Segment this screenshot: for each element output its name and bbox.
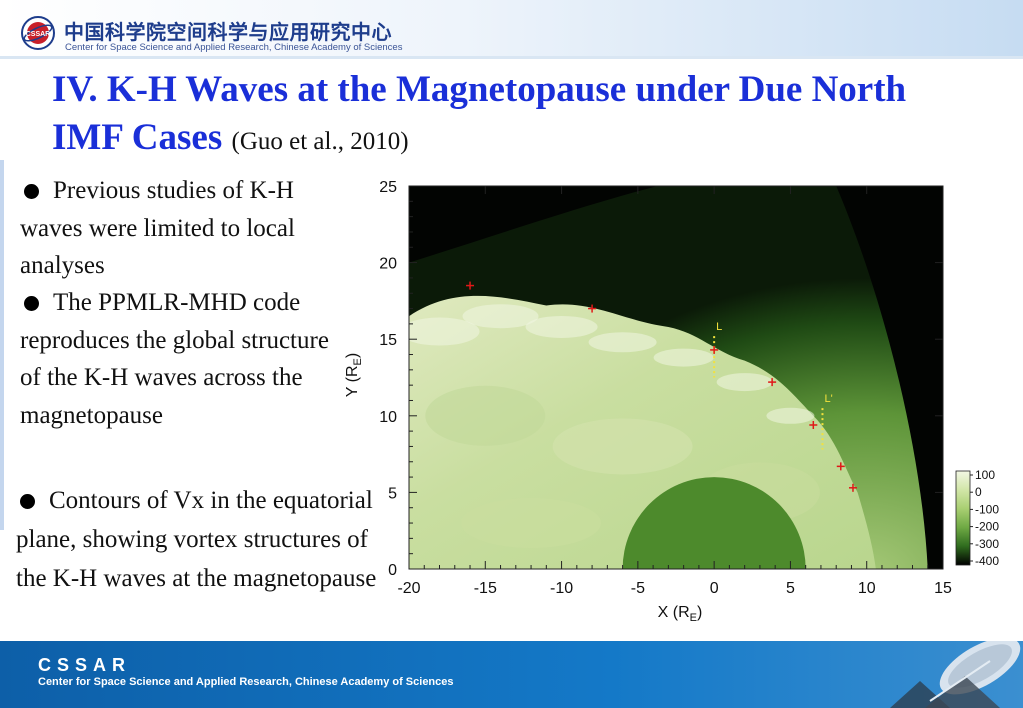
vortex-blob (525, 315, 598, 338)
flow-patch (461, 498, 602, 549)
vortex-blob (653, 348, 714, 367)
plot-frame (408, 185, 944, 570)
cssar-logo-icon: CSSAR (21, 16, 55, 50)
header-bar (0, 0, 1023, 58)
colorbar-tick-label: -300 (975, 537, 999, 551)
x-axis-label: X (RE) (658, 604, 703, 624)
vortex-blob (766, 407, 815, 424)
header-divider (0, 56, 1023, 59)
vortex-marker (466, 281, 475, 290)
y-tick-label: 0 (388, 562, 397, 579)
colorbar (955, 470, 971, 566)
bullet-text: Previous studies of K-H waves were limit… (20, 177, 295, 280)
flow-patch (552, 418, 693, 475)
radio-telescope-icon (890, 641, 1021, 708)
x-tick-label: -15 (474, 580, 497, 597)
x-tick-label: 10 (858, 580, 876, 597)
org-name-english: Center for Space Science and Applied Res… (65, 42, 403, 53)
footer-logo: CSSAR (38, 655, 132, 675)
bullet-text: Contours of Vx in the equatorial plane, … (16, 487, 377, 592)
y-axis-label: Y (RE) (344, 353, 364, 397)
x-tick-label: 0 (710, 580, 719, 597)
bullet-dot-icon (24, 183, 39, 199)
x-tick-label: -5 (631, 580, 645, 597)
vortex-marker (588, 304, 597, 313)
bullet-dot-icon (24, 295, 39, 311)
x-tick-label: -20 (397, 580, 420, 597)
footer-bar (0, 641, 1023, 708)
title-main: IV. K-H Waves at the Magnetopause under … (52, 69, 907, 158)
flow-patch (425, 385, 546, 446)
x-tick-label: 15 (934, 580, 952, 597)
vortex-marker (710, 345, 719, 354)
y-tick-label: 15 (379, 332, 397, 349)
colorbar-tick-label: 100 (975, 468, 995, 482)
title-citation: (Guo et al., 2010) (231, 128, 409, 155)
y-tick-label: 20 (379, 256, 397, 273)
footer-org-name: Center for Space Science and Applied Res… (38, 676, 454, 688)
y-tick-label: 10 (379, 409, 397, 426)
vortex-marker (836, 462, 845, 471)
sample-line-label: L (716, 321, 722, 333)
x-tick-label: 5 (786, 580, 795, 597)
y-tick-label: 5 (388, 485, 397, 502)
vortex-blob (409, 317, 480, 346)
vortex-blob (588, 332, 657, 353)
bullet-item: The PPMLR-MHD code reproduces the global… (20, 284, 330, 434)
colorbar-tick-label: 0 (975, 485, 982, 499)
vortex-marker (768, 378, 777, 387)
y-tick-label: 25 (379, 179, 397, 196)
bullet-dot-icon (20, 493, 35, 509)
sample-line-label: L' (824, 393, 832, 405)
bullet-item: Contours of Vx in the equatorial plane, … (16, 481, 386, 598)
bullet-text: The PPMLR-MHD code reproduces the global… (20, 289, 329, 429)
vortex-marker (809, 420, 818, 429)
colorbar-tick-label: -200 (975, 520, 999, 534)
vortex-blob (716, 373, 773, 392)
colorbar-tick-label: -100 (975, 502, 999, 516)
svg-text:CSSAR: CSSAR (26, 31, 51, 38)
org-name-chinese: 中国科学院空间科学与应用研究中心 (64, 20, 392, 44)
inner-boundary-region (622, 477, 806, 569)
left-accent-bar (0, 160, 4, 530)
x-tick-label: -10 (550, 580, 573, 597)
vortex-blob (462, 304, 539, 329)
slide-title: IV. K-H Waves at the Magnetopause under … (52, 66, 952, 166)
colorbar-tick-label: -400 (975, 554, 999, 568)
bullet-item: Previous studies of K-H waves were limit… (20, 172, 350, 285)
vx-contour-plot: L L' -20 -15 -10 -5 0 5 10 15 0 5 10 15 20 25 100 0 -100… (344, 179, 999, 624)
vortex-marker (848, 483, 857, 492)
